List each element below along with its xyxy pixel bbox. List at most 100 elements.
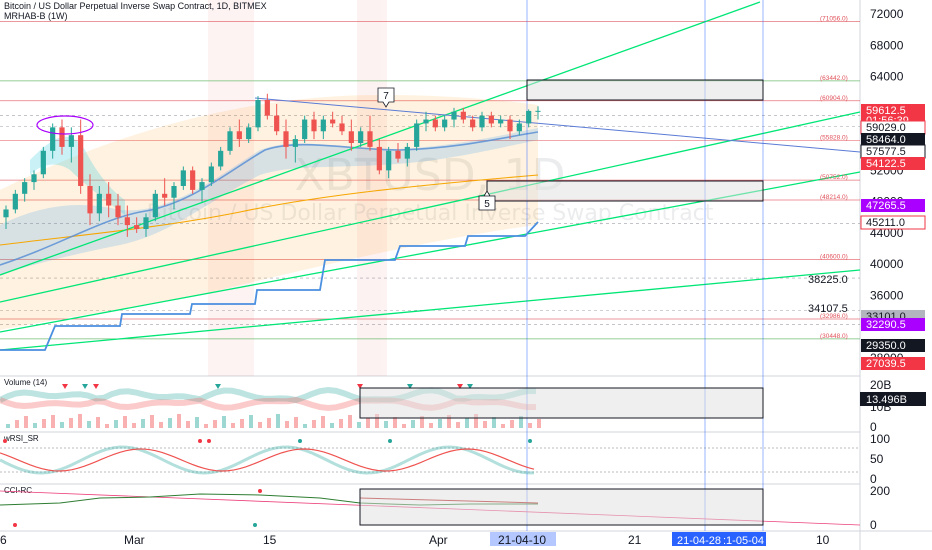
volume-bar xyxy=(60,422,64,428)
candle-body xyxy=(68,135,74,147)
volume-marker xyxy=(62,384,68,389)
target-box-upper[interactable] xyxy=(526,79,764,101)
rsi-tick-0: 0 xyxy=(870,472,877,486)
price-tag-bg xyxy=(860,215,926,230)
y-tick: 72000 xyxy=(870,7,904,21)
volume-bar xyxy=(321,416,325,428)
candle-body xyxy=(526,110,532,124)
x-tick-6: 6 xyxy=(0,533,7,547)
candle-body xyxy=(376,146,382,171)
volume-bar xyxy=(159,422,163,428)
y-tick: 36000 xyxy=(870,288,904,302)
candle-body xyxy=(395,150,401,159)
x-highlight-3: :1-05-04 xyxy=(723,535,764,547)
candle-body xyxy=(115,205,121,218)
callout-5[interactable]: 5 xyxy=(478,190,496,211)
session-bands xyxy=(208,0,387,376)
price-tag-bg xyxy=(861,157,925,170)
x-tick-mar: Mar xyxy=(124,533,145,547)
trendline-2[interactable] xyxy=(0,111,861,303)
rsi-fill xyxy=(0,445,535,475)
candle-body xyxy=(348,131,354,143)
volume-bar xyxy=(213,420,217,428)
callout-7-label: 7 xyxy=(383,91,389,102)
volume-bar xyxy=(168,418,172,428)
candle-body xyxy=(516,123,522,132)
candle-body xyxy=(3,209,9,218)
step-line xyxy=(0,221,539,351)
cci-box xyxy=(359,488,764,526)
cci-marker xyxy=(253,523,257,527)
volume-bar xyxy=(114,420,118,428)
x-axis[interactable]: 6 Mar 15 Apr 21-04-10 21 21-04-28 :1-05-… xyxy=(0,532,830,547)
blue-band xyxy=(0,128,538,275)
indicator-title: MRHAB-B (1W) xyxy=(4,11,68,21)
volume-bar xyxy=(519,416,523,428)
y-tick: 68000 xyxy=(870,38,904,52)
volume-bar xyxy=(51,415,55,428)
candle-body xyxy=(171,186,177,198)
candle-body xyxy=(134,225,140,229)
volume-marker xyxy=(215,384,221,389)
vol-tick-0: 0 xyxy=(870,420,877,434)
volume-bar xyxy=(123,416,127,428)
price-tag-value: 58464.0 xyxy=(866,134,906,146)
price-tag-bg xyxy=(861,339,925,352)
y-tick: 40000 xyxy=(870,257,904,271)
volume-bar xyxy=(429,423,433,428)
level-label: (50752.0) xyxy=(820,174,848,181)
price-tag-bg xyxy=(861,318,925,331)
volume-bar xyxy=(501,424,505,428)
trendline-4[interactable] xyxy=(0,269,861,351)
cci-pane-title: CCI-RC xyxy=(4,486,32,495)
vol-tag-bg xyxy=(860,392,926,406)
price-tag: 58464.0 xyxy=(861,133,925,146)
candle-body xyxy=(292,139,298,147)
rsi-tick-50: 50 xyxy=(870,452,884,466)
candle-body xyxy=(96,193,102,214)
vol-tick-20b: 20B xyxy=(870,378,891,392)
highlight-ellipse[interactable] xyxy=(36,115,94,135)
candle-body xyxy=(358,131,364,143)
volume-bar xyxy=(492,417,496,428)
candle-body xyxy=(190,170,196,190)
wrsi-pane[interactable] xyxy=(0,439,860,475)
price-tag-value: 59029.0 xyxy=(866,122,906,134)
volume-pane-title: Volume (14) xyxy=(4,378,47,387)
candle-body xyxy=(246,127,252,140)
volume-bar xyxy=(267,418,271,428)
candle-body xyxy=(302,119,308,140)
volume-bar xyxy=(69,418,73,428)
candle-body xyxy=(460,111,466,120)
chart-title: Bitcoin / US Dollar Perpetual Inverse Sw… xyxy=(4,1,267,11)
volume-bar xyxy=(249,415,253,428)
volume-bar xyxy=(465,418,469,428)
volume-bar xyxy=(33,423,37,428)
cci-tick-0: 0 xyxy=(870,518,877,532)
price-tag-bg xyxy=(861,199,925,212)
target-boxes xyxy=(486,79,764,202)
rsi-signal xyxy=(0,448,535,472)
volume-bar xyxy=(447,415,451,428)
volume-marker xyxy=(357,384,363,389)
candle-body xyxy=(199,182,205,190)
trendline-blue[interactable] xyxy=(254,97,861,153)
candle-body xyxy=(59,127,65,147)
candle-body xyxy=(386,150,392,171)
callout-7[interactable]: 7 xyxy=(377,87,395,108)
volume-bar xyxy=(204,424,208,428)
target-box-lower[interactable] xyxy=(486,180,764,202)
orange-band xyxy=(0,95,538,330)
volume-bar xyxy=(231,423,235,428)
volume-bar xyxy=(96,417,100,428)
candle-body xyxy=(162,193,168,198)
candle-body xyxy=(488,115,494,124)
trendline-1[interactable] xyxy=(0,1,761,276)
volume-bar xyxy=(294,417,298,428)
volume-bar xyxy=(78,414,82,428)
volume-marker xyxy=(82,384,88,389)
volume-bar xyxy=(87,421,91,428)
volume-bar xyxy=(456,422,460,428)
